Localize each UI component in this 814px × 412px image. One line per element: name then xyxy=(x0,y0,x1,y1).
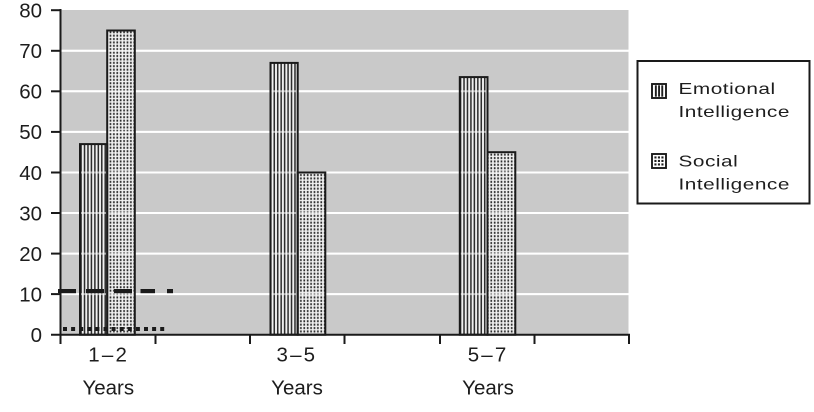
svg-text:60: 60 xyxy=(19,81,42,104)
svg-text:0: 0 xyxy=(31,324,42,347)
svg-text:Years: Years xyxy=(82,376,134,399)
svg-text:70: 70 xyxy=(19,40,42,63)
svg-text:1–2: 1–2 xyxy=(88,343,129,366)
svg-text:30: 30 xyxy=(19,202,42,225)
svg-text:20: 20 xyxy=(19,243,42,266)
svg-text:40: 40 xyxy=(19,162,42,185)
svg-text:50: 50 xyxy=(19,121,42,144)
svg-text:Social: Social xyxy=(679,152,739,170)
svg-text:Intelligence: Intelligence xyxy=(679,175,790,193)
svg-text:Intelligence: Intelligence xyxy=(679,102,790,120)
svg-text:3–5: 3–5 xyxy=(276,343,317,366)
svg-text:5–7: 5–7 xyxy=(468,343,509,366)
svg-text:80: 80 xyxy=(19,0,42,23)
svg-text:Years: Years xyxy=(271,376,323,399)
svg-text:10: 10 xyxy=(19,283,42,306)
svg-text:Emotional: Emotional xyxy=(679,80,776,98)
svg-text:Years: Years xyxy=(462,376,514,399)
